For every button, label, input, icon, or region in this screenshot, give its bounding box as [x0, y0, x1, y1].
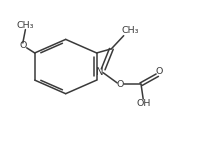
Text: O: O — [117, 80, 124, 89]
Text: CH₃: CH₃ — [17, 21, 34, 30]
Text: N: N — [96, 67, 104, 77]
Text: CH₃: CH₃ — [121, 26, 138, 35]
Text: O: O — [155, 67, 163, 76]
Text: OH: OH — [136, 99, 150, 109]
Text: O: O — [19, 41, 27, 50]
